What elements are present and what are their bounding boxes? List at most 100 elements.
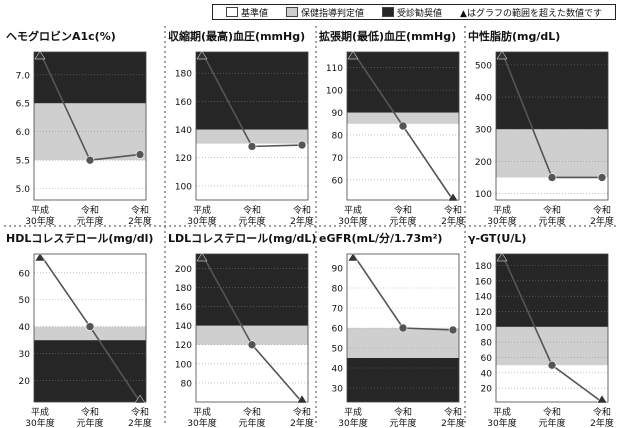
out-of-range-marker — [196, 50, 208, 60]
out-of-range-marker — [347, 50, 359, 60]
y-tick-label: 20 — [19, 377, 31, 387]
band-guidance — [347, 112, 459, 124]
chart-2: 収縮期(最高)血圧(mmHg) 100 120 140 160 180 平成 30年度令和元年… — [168, 29, 314, 227]
data-point — [398, 121, 408, 131]
y-tick-label: 100 — [175, 360, 192, 370]
band-guidance — [496, 129, 608, 178]
data-point — [597, 173, 607, 182]
chart-title: 拡張期(最低)血圧(mmHg) — [319, 29, 456, 43]
legend: 基準値 保健指導判定値 受診勧奨値 ▲はグラフの範囲を超えた数値です — [212, 4, 616, 20]
chart-title: HDLコレステロール(mg/dl) — [6, 232, 153, 245]
data-point — [247, 340, 257, 350]
x-tick-label: 令和元年度 — [538, 406, 565, 428]
out-of-range-marker — [296, 394, 308, 404]
y-tick-label: 5.5 — [16, 157, 30, 167]
y-tick-label: 60 — [19, 269, 31, 279]
legend-note: ▲はグラフの範囲を超えた数値です — [460, 8, 602, 19]
legend-referral-label: 受診勧奨値 — [397, 8, 443, 19]
y-tick-label: 100 — [175, 182, 192, 192]
y-tick-label: 160 — [175, 303, 192, 313]
x-tick-label: 平成 30年度 — [487, 204, 516, 227]
y-tick-label: 6.5 — [16, 100, 30, 110]
y-tick-label: 120 — [175, 154, 192, 164]
y-tick-label: 60 — [481, 354, 493, 364]
out-of-range-marker — [34, 252, 46, 262]
y-tick-label: 70 — [332, 154, 344, 164]
out-of-range-marker — [447, 192, 459, 202]
data-point — [547, 173, 557, 182]
band-referral — [347, 52, 459, 113]
y-tick-label: 50 — [332, 345, 344, 355]
y-tick-label: 200 — [175, 265, 192, 275]
y-tick-label: 6.0 — [16, 128, 31, 138]
x-tick-label: 令和元年度 — [389, 204, 416, 227]
y-tick-label: 100 — [475, 190, 492, 200]
out-of-range-marker — [34, 50, 46, 60]
y-tick-label: 50 — [19, 296, 31, 306]
chart-7: eGFR(mL/分/1.73m²) 30 40 50 60 70 80 90 平成 30年度令和元… — [319, 231, 465, 428]
out-of-range-marker — [134, 394, 146, 404]
x-tick-label: 令和元年度 — [238, 204, 265, 227]
legend-guidance-swatch — [286, 7, 299, 17]
y-tick-label: 180 — [175, 70, 192, 80]
chart-title: γ-GT(U/L) — [468, 232, 526, 245]
band-normal — [347, 123, 459, 200]
chart-title: 中性脂肪(mg/dL) — [468, 29, 560, 43]
chart-title: LDLコレステロール(mg/dL) — [168, 232, 316, 245]
y-tick-label: 30 — [19, 350, 31, 360]
chart-title: eGFR(mL/分/1.73m²) — [319, 231, 442, 245]
plot-frame — [495, 51, 609, 201]
x-tick-label: 平成 30年度 — [487, 406, 516, 428]
x-tick-label: 令和 2年度 — [441, 406, 465, 428]
y-tick-label: 180 — [475, 262, 492, 272]
y-tick-label: 400 — [475, 94, 492, 104]
band-referral — [496, 254, 608, 327]
chart-6: LDLコレステロール(mg/dL) 80 100 120 140 160 180 200 平成 3… — [168, 232, 316, 428]
y-tick-label: 140 — [175, 126, 192, 136]
band-normal — [496, 365, 608, 402]
y-tick-label: 80 — [181, 379, 193, 389]
out-of-range-marker — [496, 252, 508, 262]
y-tick-label: 160 — [175, 98, 192, 108]
x-tick-label: 令和元年度 — [538, 204, 565, 227]
y-tick-label: 140 — [175, 322, 192, 332]
data-point — [448, 325, 458, 335]
x-tick-label: 令和元年度 — [76, 406, 103, 428]
band-normal — [347, 254, 459, 328]
x-tick-label: 令和 2年度 — [590, 204, 614, 227]
y-tick-label: 40 — [481, 369, 493, 379]
legend-guidance-label: 保健指導判定値 — [301, 8, 365, 19]
out-of-range-marker — [596, 394, 608, 404]
y-tick-label: 30 — [332, 385, 344, 395]
band-normal — [34, 254, 146, 327]
band-normal — [34, 160, 146, 200]
x-tick-label: 平成 30年度 — [187, 204, 216, 227]
band-referral — [34, 52, 146, 104]
x-tick-label: 令和 2年度 — [128, 406, 152, 428]
y-tick-label: 90 — [332, 265, 344, 275]
y-tick-label: 160 — [475, 277, 492, 287]
band-guidance — [196, 129, 308, 144]
legend-normal-swatch — [226, 7, 238, 17]
x-tick-label: 平成 30年度 — [25, 204, 54, 227]
y-tick-label: 300 — [475, 126, 492, 136]
out-of-range-marker — [496, 50, 508, 60]
plot-frame — [195, 51, 309, 201]
data-point — [398, 323, 408, 333]
chart-3: 拡張期(最低)血圧(mmHg) 60 70 80 90 100 110 平成 30年度令和元年度… — [319, 29, 465, 227]
data-point — [297, 140, 307, 150]
y-tick-label: 110 — [326, 64, 343, 74]
band-referral — [196, 254, 308, 326]
band-referral — [196, 52, 308, 130]
legend-referral: 受診勧奨値 — [382, 6, 442, 19]
legend-normal-label: 基準値 — [241, 8, 269, 19]
band-guidance — [34, 326, 146, 341]
y-tick-label: 140 — [475, 293, 492, 303]
x-tick-label: 令和 2年度 — [128, 204, 152, 227]
chart-title: ヘモグロビンA1c(%) — [6, 29, 116, 43]
y-tick-label: 80 — [332, 131, 344, 141]
y-tick-label: 90 — [332, 109, 344, 119]
